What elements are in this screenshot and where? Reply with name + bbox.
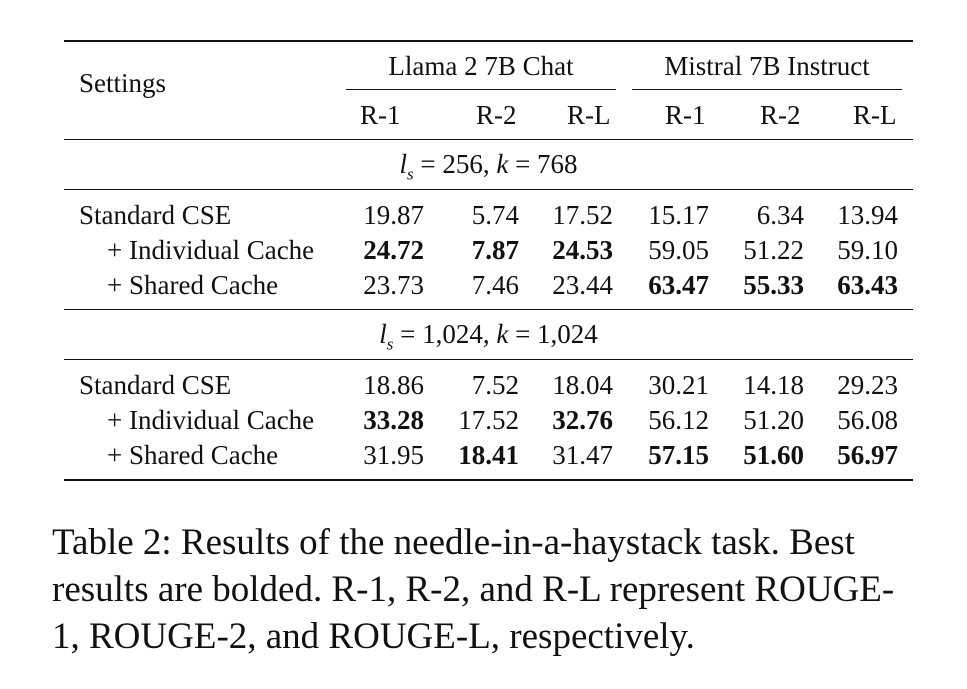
settings-header: Settings [79,68,167,98]
llama-r1-header: R-1 [360,100,401,130]
table-cell: 30.21 [648,370,709,400]
mistral-r1-header: R-1 [665,100,706,130]
table-cell: 59.05 [648,235,709,265]
table-cell: 17.52 [552,200,613,230]
row-setting-label: + Shared Cache [107,270,279,300]
table-cell: 7.46 [471,270,519,300]
table-caption: Table 2: Results of the needle-in-a-hays… [52,519,932,660]
table-cell: 24.72 [363,235,424,265]
mistral-group-header: Mistral 7B Instruct [664,51,870,81]
section2-label: ls = 1,024, k = 1,024 [379,319,598,354]
table-cell: 23.73 [363,270,424,300]
table-cell: 33.28 [363,405,424,435]
table-cell: 6.34 [756,200,804,230]
table-cell: 24.53 [552,235,613,265]
table-cell: 51.22 [743,235,804,265]
table-cell: 15.17 [648,200,709,230]
table-cell: 13.94 [837,200,898,230]
table-cell: 19.87 [363,200,424,230]
section2-label-rule [64,359,913,360]
mistral-r2-header: R-2 [760,100,801,130]
table-cell: 59.10 [837,235,898,265]
table-cell: 56.97 [837,440,898,470]
llama-rl-header: R-L [567,100,611,130]
table-cell: 31.95 [363,440,424,470]
caption-line: Table 2: Results of the needle-in-a-hays… [52,522,855,563]
table-cell: 57.15 [648,440,709,470]
table-bottom-rule [64,479,913,481]
llama-group-underline [346,89,616,90]
table-cell: 23.44 [552,270,613,300]
header-bottom-rule [64,139,913,140]
table-top-rule [64,40,913,42]
mistral-rl-header: R-L [853,100,897,130]
row-setting-label: + Individual Cache [107,235,315,265]
mistral-group-underline [632,89,902,90]
table-cell: 29.23 [837,370,898,400]
table-cell: 56.08 [837,405,898,435]
caption-line: 1, ROUGE-2, and ROUGE-L, respectively. [52,616,695,657]
table-cell: 18.04 [552,370,613,400]
row-setting-label: + Shared Cache [107,440,279,470]
table-cell: 18.41 [458,440,519,470]
table-cell: 5.74 [471,200,519,230]
table-cell: 51.20 [743,405,804,435]
table-cell: 31.47 [552,440,613,470]
row-setting-label: Standard CSE [79,200,232,230]
table-cell: 55.33 [743,270,804,300]
table-cell: 7.52 [471,370,519,400]
llama-group-header: Llama 2 7B Chat [388,51,574,81]
row-setting-label: Standard CSE [79,370,232,400]
row-setting-label: + Individual Cache [107,405,315,435]
caption-line: results are bolded. R-1, R-2, and R-L re… [52,569,895,610]
table-cell: 51.60 [743,440,804,470]
section1-label-rule [64,189,913,190]
section2-top-rule [64,309,913,310]
table-cell: 17.52 [458,405,519,435]
table-cell: 56.12 [648,405,709,435]
table-cell: 32.76 [552,405,613,435]
table-cell: 63.43 [837,270,898,300]
llama-r2-header: R-2 [476,100,517,130]
table-cell: 18.86 [363,370,424,400]
section1-label: ls = 256, k = 768 [399,149,578,184]
table-cell: 63.47 [648,270,709,300]
table-cell: 14.18 [743,370,804,400]
table-cell: 7.87 [471,235,519,265]
